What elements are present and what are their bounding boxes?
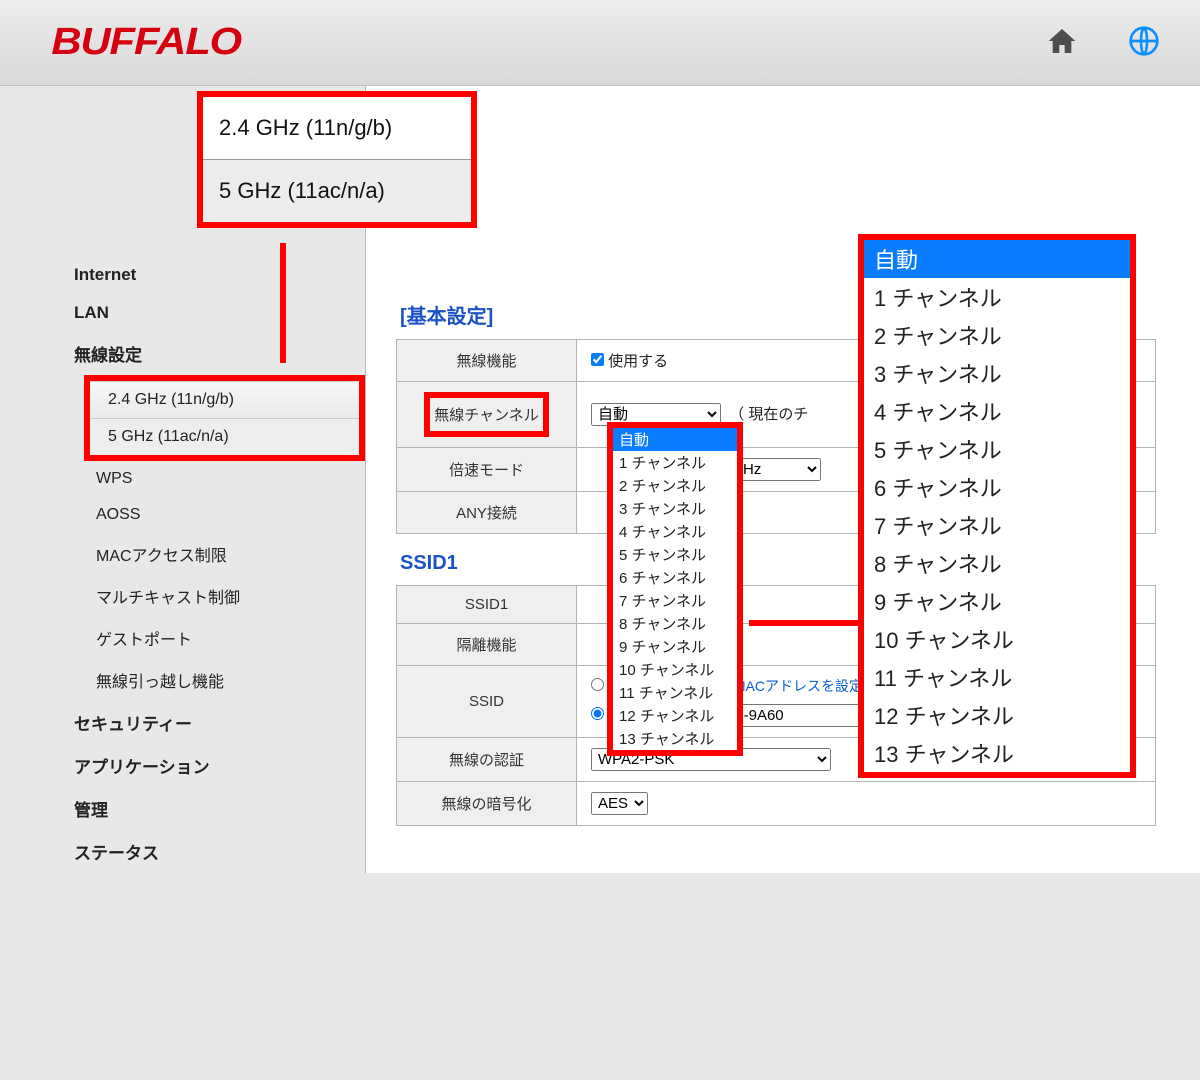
channel-option[interactable]: 12 チャンネル [613, 704, 737, 727]
channel-option[interactable]: 7 チャンネル [613, 589, 737, 612]
channel-option[interactable]: 1 チャンネル [613, 451, 737, 474]
connector-line-h [749, 620, 859, 626]
channel-option[interactable]: 6 チャンネル [613, 566, 737, 589]
brand-logo: BUFFALO [51, 21, 241, 64]
channel-option[interactable]: 自動 [864, 240, 1130, 278]
channel-option[interactable]: 自動 [613, 428, 737, 451]
sidebar-item-aoss[interactable]: AOSS [70, 497, 365, 533]
row-label-isolate: 隔離機能 [397, 624, 577, 666]
channel-option[interactable]: 9 チャンネル [864, 582, 1130, 620]
row-label-auth: 無線の認証 [397, 738, 577, 782]
channel-option[interactable]: 1 チャンネル [864, 278, 1130, 316]
channel-suffix: （ 現在のチ [729, 406, 808, 423]
row-label-cipher: 無線の暗号化 [397, 782, 577, 826]
sidebar-item-wireless[interactable]: 無線設定 [70, 332, 365, 375]
band-callout-5: 5 GHz (11ac/n/a) [203, 159, 471, 222]
sidebar-item-admin[interactable]: 管理 [70, 787, 365, 830]
sidebar-item-wps[interactable]: WPS [70, 461, 365, 497]
channel-option[interactable]: 2 チャンネル [864, 316, 1130, 354]
row-value-cipher: AES [577, 782, 1156, 826]
channel-option[interactable]: 13 チャンネル [864, 734, 1130, 772]
sidebar-item-security[interactable]: セキュリティー [70, 701, 365, 744]
row-label-any: ANY接続 [397, 492, 577, 534]
sidebar-band-5[interactable]: 5 GHz (11ac/n/a) [90, 419, 359, 455]
channel-option[interactable]: 12 チャンネル [864, 696, 1130, 734]
sidebar-band-highlight: 2.4 GHz (11n/g/b) 5 GHz (11ac/n/a) [84, 375, 365, 461]
channel-dropdown-small[interactable]: 自動1 チャンネル2 チャンネル3 チャンネル4 チャンネル5 チャンネル6 チ… [607, 422, 743, 756]
channel-option[interactable]: 2 チャンネル [613, 474, 737, 497]
channel-option[interactable]: 7 チャンネル [864, 506, 1130, 544]
ssid-mac-radio[interactable] [591, 678, 604, 691]
sidebar-item-multicast[interactable]: マルチキャスト制御 [70, 575, 365, 617]
wireless-enable-text: 使用する [608, 353, 668, 370]
band-callout-box: 2.4 GHz (11n/g/b) 5 GHz (11ac/n/a) [197, 91, 477, 228]
sidebar-item-guest-port[interactable]: ゲストポート [70, 617, 365, 659]
header-icons [1046, 25, 1160, 61]
channel-option[interactable]: 5 チャンネル [864, 430, 1130, 468]
row-label-ssid: SSID [397, 666, 577, 738]
sidebar-item-internet[interactable]: Internet [70, 256, 365, 294]
ssid-input-radio[interactable] [591, 707, 604, 720]
row-label-speed: 倍速モード [397, 448, 577, 492]
channel-option[interactable]: 6 チャンネル [864, 468, 1130, 506]
wireless-enable-checkbox[interactable] [591, 353, 604, 366]
globe-icon[interactable] [1128, 25, 1160, 61]
band-callout-24: 2.4 GHz (11n/g/b) [203, 97, 471, 159]
app-header: BUFFALO [0, 0, 1200, 86]
channel-option[interactable]: 8 チャンネル [864, 544, 1130, 582]
channel-option[interactable]: 10 チャンネル [864, 620, 1130, 658]
sidebar-item-lan[interactable]: LAN [70, 294, 365, 332]
channel-option[interactable]: 10 チャンネル [613, 658, 737, 681]
connector-line [280, 243, 286, 363]
channel-option[interactable]: 13 チャンネル [613, 727, 737, 750]
home-icon[interactable] [1046, 25, 1078, 61]
channel-option[interactable]: 4 チャンネル [864, 392, 1130, 430]
sidebar-item-application[interactable]: アプリケーション [70, 744, 365, 787]
channel-option[interactable]: 3 チャンネル [613, 497, 737, 520]
sidebar-band-24[interactable]: 2.4 GHz (11n/g/b) [90, 381, 359, 419]
channel-option[interactable]: 9 チャンネル [613, 635, 737, 658]
row-label-ssid1: SSID1 [397, 586, 577, 624]
sidebar-item-migrate[interactable]: 無線引っ越し機能 [70, 659, 365, 701]
channel-label-highlight: 無線チャンネル [424, 392, 549, 437]
channel-option[interactable]: 5 チャンネル [613, 543, 737, 566]
row-label-wireless: 無線機能 [397, 340, 577, 382]
channel-option[interactable]: 3 チャンネル [864, 354, 1130, 392]
channel-option[interactable]: 11 チャンネル [864, 658, 1130, 696]
sidebar-item-status[interactable]: ステータス [70, 830, 365, 873]
wireless-enable-label[interactable]: 使用する [591, 353, 668, 370]
cipher-select[interactable]: AES [591, 792, 648, 815]
channel-option[interactable]: 8 チャンネル [613, 612, 737, 635]
channel-dropdown-large[interactable]: 自動1 チャンネル2 チャンネル3 チャンネル4 チャンネル5 チャンネル6 チ… [858, 234, 1136, 778]
sidebar-item-mac-filter[interactable]: MACアクセス制限 [70, 533, 365, 575]
row-label-channel: 無線チャンネル [397, 382, 577, 448]
channel-option[interactable]: 4 チャンネル [613, 520, 737, 543]
channel-option[interactable]: 11 チャンネル [613, 681, 737, 704]
